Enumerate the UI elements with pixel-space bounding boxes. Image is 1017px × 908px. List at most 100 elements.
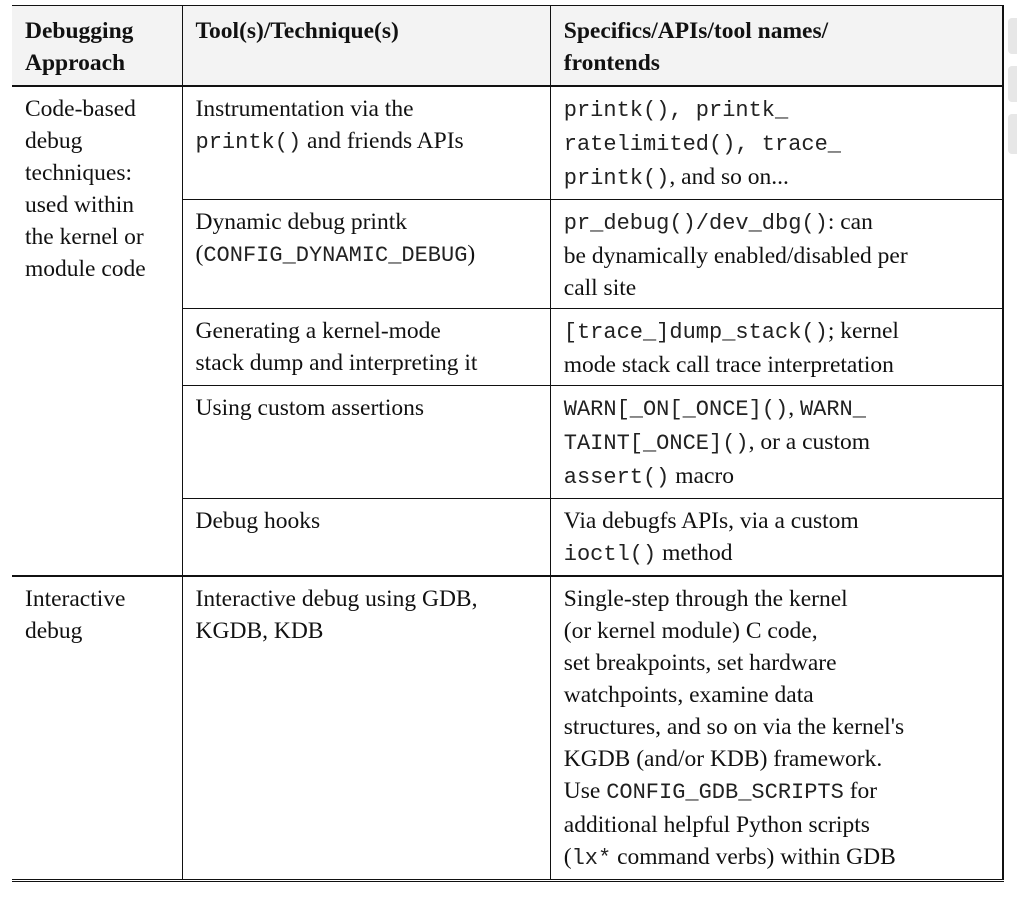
cell-text: Interactive debug using GDB, <box>195 586 478 612</box>
cell-text: Instrumentation via the <box>195 96 414 122</box>
spec-cell: pr_debug()/dev_dbg(): can be dynamically … <box>549 199 1004 309</box>
edge-tab <box>1008 114 1017 154</box>
approach-line: used within <box>25 192 135 218</box>
cell-line: Via debugfs APIs, via a custom <box>564 505 990 537</box>
approach-cell: Code-based debug techniques: used within the… <box>12 85 183 577</box>
approach-line: debug <box>25 618 83 644</box>
cell-text: , and so on... <box>669 164 789 190</box>
cell-line: TAINT[_ONCE](), or a custom <box>564 426 990 460</box>
cell-line: Debug hooks <box>196 505 538 537</box>
cell-line: Dynamic debug printk <box>196 206 538 238</box>
header-approach: Debugging Approach <box>12 5 183 87</box>
approach-cell: Interactive debug <box>12 575 183 881</box>
table-header-row: Debugging Approach Tool(s)/Technique(s) … <box>12 5 1004 87</box>
code-text: CONFIG_GDB_SCRIPTS <box>606 780 844 805</box>
cell-text: Via debugfs APIs, via a custom <box>563 508 859 534</box>
cell-text: structures, and so on via the kernel's <box>563 714 905 740</box>
cell-line: printk() and friends APIs <box>196 125 538 159</box>
cell-text: , <box>788 395 800 421</box>
cell-text: stack dump and interpreting it <box>195 350 478 376</box>
cell-line: (lx* command verbs) within GDB <box>564 841 990 875</box>
debugging-approaches-table: Debugging Approach Tool(s)/Technique(s) … <box>12 5 1004 882</box>
cell-text: KGDB, KDB <box>195 618 324 644</box>
spec-cell: Single-step through the kernel (or kernel… <box>549 575 1004 881</box>
cell-line: additional helpful Python scripts <box>564 809 990 841</box>
cell-line: Single-step through the kernel <box>564 583 990 615</box>
table-body: Code-based debug techniques: used within the… <box>12 85 1004 881</box>
cell-line: structures, and so on via the kernel's <box>564 711 990 743</box>
table-row: Debug hooks Via debugfs APIs, via a custo… <box>12 498 1004 577</box>
cell-line: Interactive debug using GDB, <box>196 583 538 615</box>
cell-text: watchpoints, examine data <box>563 682 814 708</box>
cell-text: , or a custom <box>748 429 870 455</box>
table-row: Code-based debug techniques: used within the… <box>12 85 1004 577</box>
code-text: WARN_ <box>799 397 866 422</box>
table-row: Using custom assertions WARN[_ON[_ONCE]()… <box>12 385 1004 499</box>
code-text: CONFIG_DYNAMIC_DEBUG <box>203 243 468 268</box>
cell-line: KGDB (and/or KDB) framework. <box>564 743 990 775</box>
cell-text: Dynamic debug printk <box>195 209 407 235</box>
table-row: Dynamic debug printk (CONFIG_DYNAMIC_DEBU… <box>12 199 1004 309</box>
edge-tab <box>1008 66 1017 102</box>
cell-line: Instrumentation via the <box>196 93 538 125</box>
approach-line: Interactive <box>25 586 126 612</box>
cell-line: Using custom assertions <box>196 392 538 424</box>
cell-line: KGDB, KDB <box>196 615 538 647</box>
code-text: printk() <box>563 166 670 191</box>
approach-line: techniques: <box>25 160 133 186</box>
cell-line: printk(), printk_ <box>564 93 990 127</box>
cell-text: Debug hooks <box>195 508 321 534</box>
code-text: printk(), printk_ <box>563 98 789 123</box>
cell-text: set breakpoints, set hardware <box>563 650 837 676</box>
cell-line: ratelimited(), trace_ <box>564 127 990 161</box>
tool-cell: Debug hooks <box>182 498 551 577</box>
edge-tab <box>1008 18 1017 54</box>
spec-cell: [trace_]dump_stack(); kernel mode stack c… <box>549 308 1004 386</box>
cell-line: [trace_]dump_stack(); kernel <box>564 315 990 349</box>
cell-line: assert() macro <box>564 460 990 494</box>
cell-text: ( <box>563 844 572 870</box>
table-row: Interactive debug Interactive debug using … <box>12 575 1004 881</box>
cell-text: ( <box>195 241 204 267</box>
spec-cell: Via debugfs APIs, via a custom ioctl() me… <box>549 498 1004 577</box>
cell-text: for <box>843 778 878 804</box>
spec-cell: WARN[_ON[_ONCE](), WARN_ TAINT[_ONCE](), … <box>549 385 1004 499</box>
cell-line: (or kernel module) C code, <box>564 615 990 647</box>
approach-line: the kernel or <box>25 224 144 250</box>
cell-line: WARN[_ON[_ONCE](), WARN_ <box>564 392 990 426</box>
tool-cell: Instrumentation via the printk() and frie… <box>181 85 551 200</box>
tool-cell: Using custom assertions <box>182 385 551 499</box>
cell-text: Using custom assertions <box>195 395 424 421</box>
code-text: printk() <box>195 130 302 155</box>
approach-line: Code-based <box>25 96 136 122</box>
cell-text: additional helpful Python scripts <box>563 812 870 838</box>
cell-text: mode stack call trace interpretation <box>563 352 894 378</box>
cell-text: ) <box>467 241 476 267</box>
cell-line: ioctl() method <box>564 537 990 571</box>
approach-line: module code <box>25 256 146 282</box>
cell-line: Use CONFIG_GDB_SCRIPTS for <box>564 775 990 809</box>
cell-line: call site <box>564 272 990 304</box>
cell-line: pr_debug()/dev_dbg(): can <box>564 206 990 240</box>
code-text: [trace_]dump_stack() <box>563 320 828 345</box>
cell-text: Generating a kernel-mode <box>195 318 441 344</box>
header-tool: Tool(s)/Technique(s) <box>181 5 551 87</box>
tool-cell: Generating a kernel-mode stack dump and i… <box>182 308 551 386</box>
cell-text: ; kernel <box>827 318 899 344</box>
cell-line: stack dump and interpreting it <box>196 347 538 379</box>
code-text: WARN[_ON[_ONCE]() <box>563 397 789 422</box>
header-spec: Specifics/APIs/tool names/ frontends <box>549 5 1004 87</box>
cell-text: : can <box>827 209 873 235</box>
code-text: pr_debug()/dev_dbg() <box>563 211 828 236</box>
cell-text: (or kernel module) C code, <box>563 618 818 644</box>
cell-text: be dynamically enabled/disabled per <box>563 243 908 269</box>
tool-cell: Dynamic debug printk (CONFIG_DYNAMIC_DEBU… <box>182 199 551 309</box>
cell-line: watchpoints, examine data <box>564 679 990 711</box>
cell-line: be dynamically enabled/disabled per <box>564 240 990 272</box>
spec-cell: printk(), printk_ ratelimited(), trace_pr… <box>549 85 1004 200</box>
cell-line: mode stack call trace interpretation <box>564 349 990 381</box>
code-text: lx* <box>571 846 612 871</box>
code-text: assert() <box>563 465 670 490</box>
cell-text: KGDB (and/or KDB) framework. <box>563 746 883 772</box>
cell-text: command verbs) within GDB <box>611 844 896 870</box>
